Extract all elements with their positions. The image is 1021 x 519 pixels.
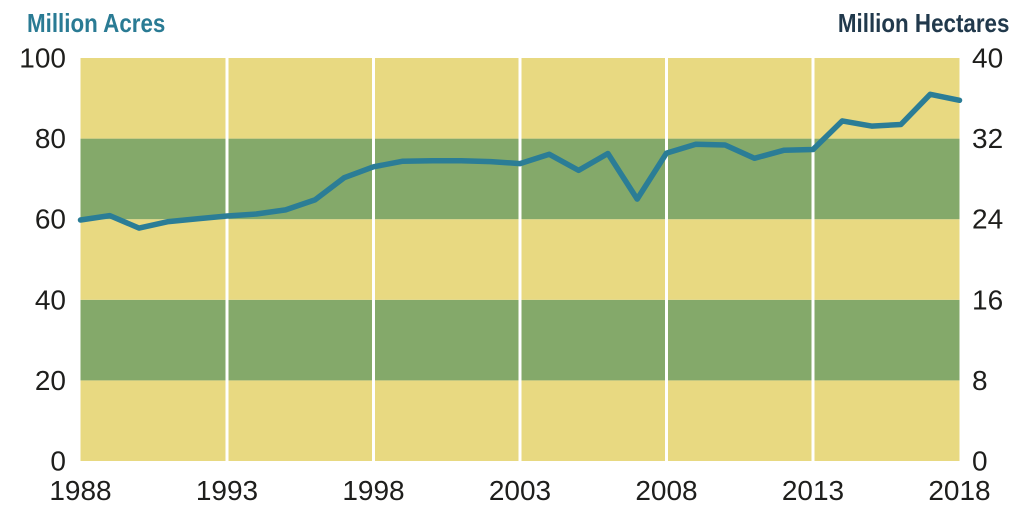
y-axis-tick-right: 8 [972,365,988,396]
x-axis-tick: 2003 [489,475,551,506]
y-axis-tick-right: 24 [972,204,1003,235]
x-axis-tick: 2018 [928,475,990,506]
y-axis-tick-right: 16 [972,284,1003,315]
y-axis-tick-left: 80 [35,123,66,154]
y-axis-tick-right: 0 [972,446,988,477]
y-axis-tick-left: 100 [19,43,66,74]
left-axis-title: Million Acres [27,8,166,38]
y-axis-tick-left: 20 [35,365,66,396]
x-axis-tick: 1988 [49,475,111,506]
data-line [77,91,963,231]
y-axis-tick-left: 0 [50,446,66,477]
y-axis-tick-left: 60 [35,204,66,235]
y-axis-tick-right: 40 [972,43,1003,74]
y-axis-tick-left: 40 [35,284,66,315]
x-axis-tick: 2008 [635,475,697,506]
x-axis-tick: 1998 [342,475,404,506]
x-axis-tick: 1993 [196,475,258,506]
y-axis-tick-right: 32 [972,123,1003,154]
x-axis-tick: 2013 [782,475,844,506]
right-axis-title: Million Hectares [837,8,1009,38]
